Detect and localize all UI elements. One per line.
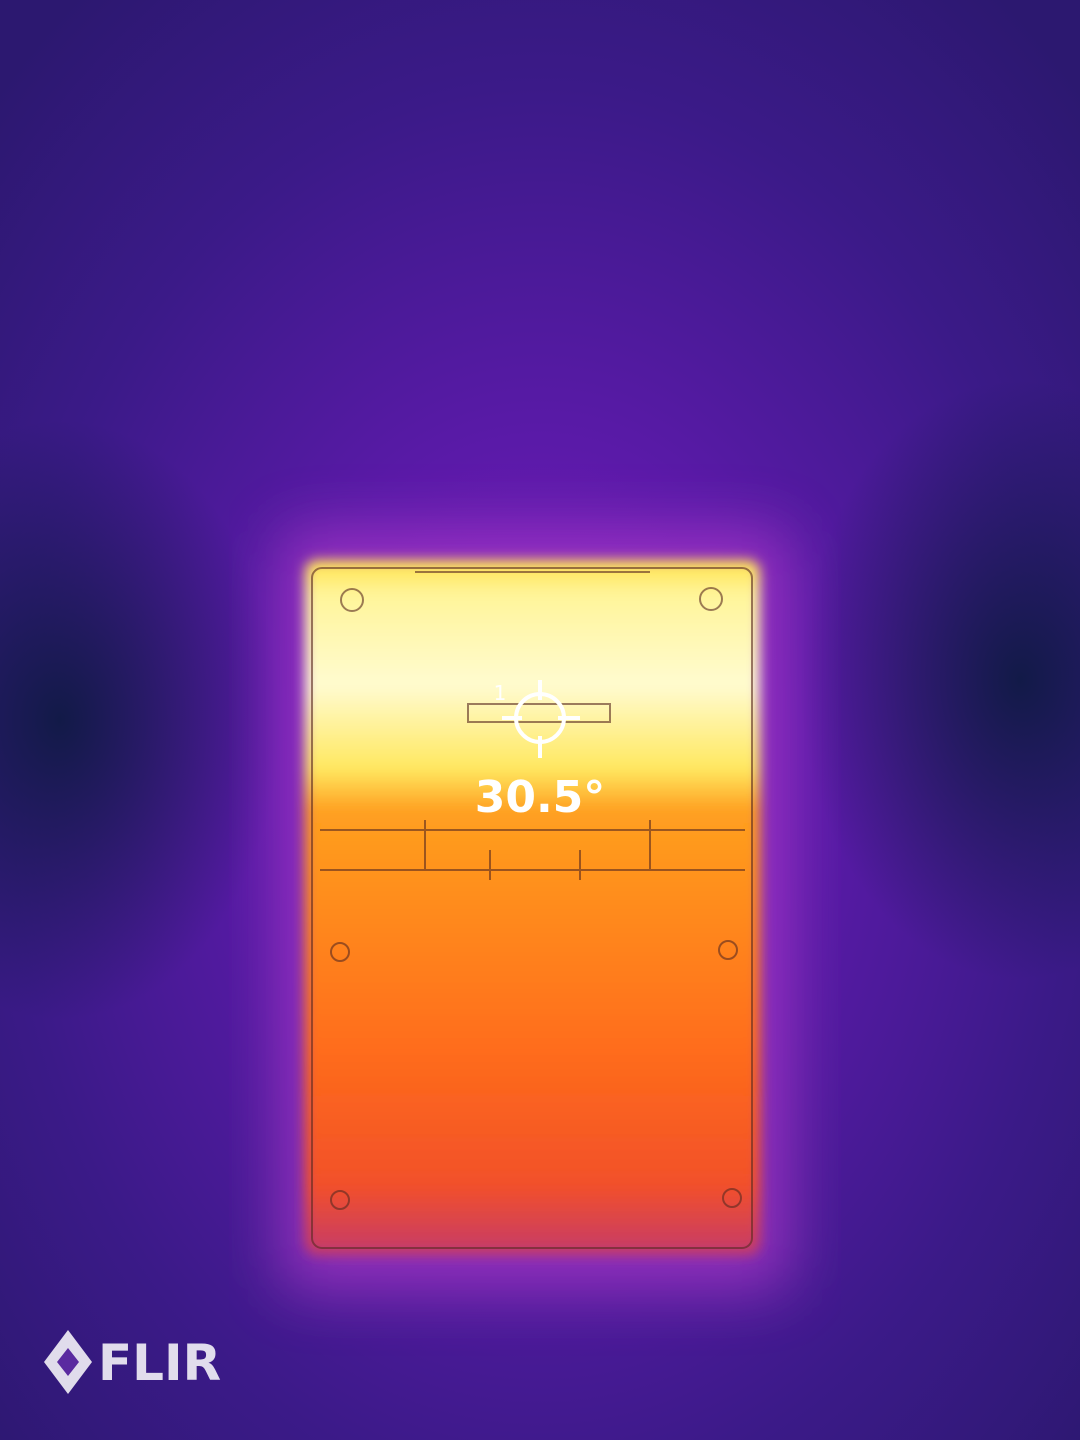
logo-text: FLIR bbox=[98, 1334, 221, 1392]
logo-icon-inner bbox=[57, 1348, 79, 1376]
device bbox=[305, 560, 760, 1255]
spot-label: 1 bbox=[494, 681, 507, 705]
crosshair bbox=[502, 680, 580, 758]
cold-area bbox=[800, 380, 1080, 980]
device-outline bbox=[311, 567, 753, 1249]
temperature-reading: 30.5° bbox=[475, 772, 606, 823]
flir-logo: FLIR bbox=[44, 1330, 221, 1394]
cold-area bbox=[0, 420, 280, 1020]
